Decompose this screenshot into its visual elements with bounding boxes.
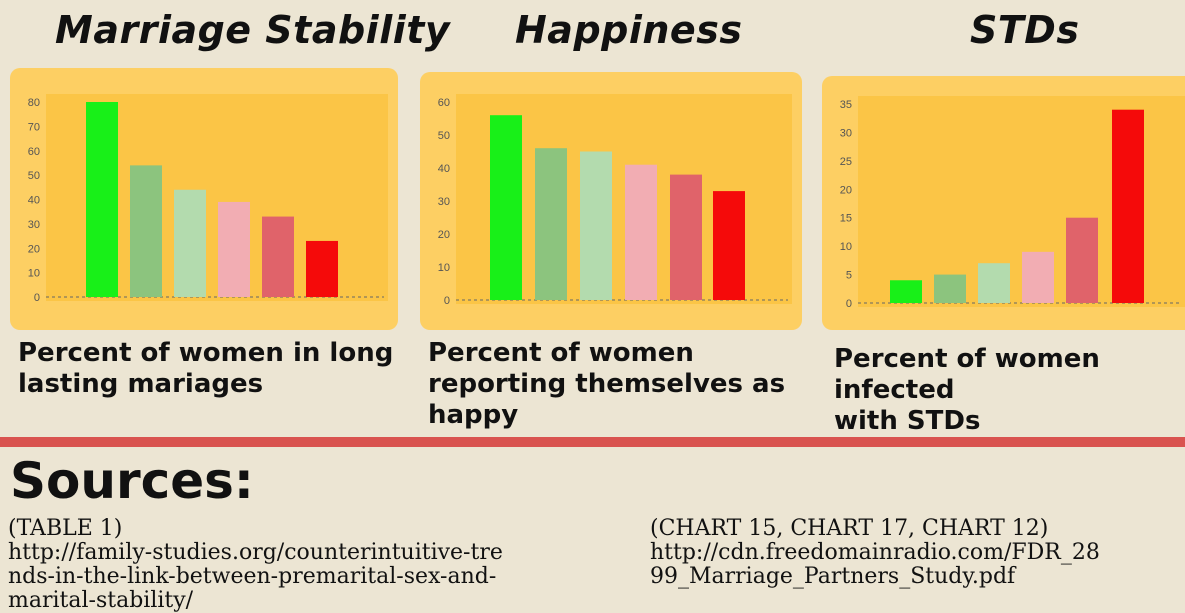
bar <box>1112 109 1144 303</box>
chart-title-marriage-stability: Marriage Stability <box>55 8 451 52</box>
bar-chart-marriage-stability: 0 10 20 30 40 50 60 70 80 <box>28 94 388 304</box>
source-line[interactable]: http://family-studies.org/counterintuiti… <box>8 540 503 565</box>
y-tick-label: 40 <box>28 195 40 207</box>
y-tick-label: 5 <box>846 270 852 282</box>
bar <box>174 189 206 297</box>
bar <box>535 148 567 300</box>
bar-chart-happiness: 0 10 20 30 40 50 60 <box>438 94 792 307</box>
caption-stds: Percent of women infected with STDs <box>834 344 1185 437</box>
bar <box>890 280 922 303</box>
bar <box>306 240 338 297</box>
caption-happiness: Percent of women reporting themselves as… <box>428 338 785 431</box>
y-tick-label: 15 <box>840 213 852 225</box>
source-line[interactable]: http://cdn.freedomainradio.com/FDR_28 <box>650 540 1100 565</box>
y-tick-label: 10 <box>438 262 450 274</box>
source-line[interactable]: nds-in-the-link-between-premarital-sex-a… <box>8 564 497 589</box>
y-tick-label: 20 <box>28 243 40 255</box>
bar <box>490 115 522 300</box>
caption-line: happy <box>428 400 519 430</box>
chart-panel-marriage-stability: 0 10 20 30 40 50 60 70 80 <box>10 68 398 330</box>
bar <box>218 201 250 297</box>
y-tick-label: 60 <box>438 97 450 109</box>
caption-line: Percent of women <box>428 338 694 368</box>
bar <box>580 151 612 300</box>
source-line[interactable]: 99_Marriage_Partners_Study.pdf <box>650 564 1016 589</box>
y-tick-label: 0 <box>444 295 450 307</box>
chart-panel-happiness: 0 10 20 30 40 50 60 <box>420 72 802 330</box>
section-divider <box>0 437 1185 447</box>
bar <box>1022 251 1054 303</box>
bar <box>86 102 118 297</box>
y-tick-label: 20 <box>840 184 852 196</box>
bar <box>625 164 657 300</box>
y-tick-label: 30 <box>438 196 450 208</box>
source-line: (CHART 15, CHART 17, CHART 12) <box>650 516 1049 541</box>
caption-line: lasting mariages <box>18 369 264 399</box>
y-tick-label: 20 <box>438 229 450 241</box>
y-tick-label: 35 <box>840 99 852 111</box>
caption-line: Percent of women infected <box>834 344 1100 405</box>
y-tick-label: 70 <box>28 121 40 133</box>
chart-panel-stds: 0 5 10 15 20 25 30 35 <box>822 76 1185 330</box>
sources-heading: Sources: <box>10 452 254 510</box>
bar <box>713 191 745 300</box>
y-tick-label: 25 <box>840 156 852 168</box>
y-tick-label: 50 <box>28 170 40 182</box>
y-tick-label: 30 <box>840 127 852 139</box>
bar <box>934 274 966 303</box>
bar <box>1066 217 1098 303</box>
source-right: (CHART 15, CHART 17, CHART 12) http://cd… <box>650 517 1100 589</box>
y-tick-label: 60 <box>28 146 40 158</box>
caption-marriage-stability: Percent of women in long lasting mariage… <box>18 338 393 400</box>
y-tick-label: 30 <box>28 219 40 231</box>
caption-line: Percent of women in long <box>18 338 394 368</box>
bar <box>670 174 702 300</box>
source-line: (TABLE 1) <box>8 516 123 541</box>
chart-title-happiness: Happiness <box>515 8 743 52</box>
source-line[interactable]: marital-stability/ <box>8 588 194 613</box>
y-tick-label: 80 <box>28 97 40 109</box>
y-tick-label: 40 <box>438 163 450 175</box>
y-tick-label: 50 <box>438 130 450 142</box>
bar-chart-stds: 0 5 10 15 20 25 30 35 <box>840 96 1185 310</box>
caption-line: reporting themselves as <box>428 369 786 399</box>
y-tick-label: 0 <box>846 298 852 310</box>
source-left: (TABLE 1) http://family-studies.org/coun… <box>8 517 503 613</box>
y-tick-label: 10 <box>840 241 852 253</box>
chart-title-stds: STDs <box>970 8 1080 52</box>
y-tick-label: 0 <box>34 292 40 304</box>
bar <box>262 216 294 297</box>
bar <box>130 165 162 297</box>
caption-line: with STDs <box>834 406 981 436</box>
bar <box>978 263 1010 303</box>
y-tick-label: 10 <box>28 268 40 280</box>
